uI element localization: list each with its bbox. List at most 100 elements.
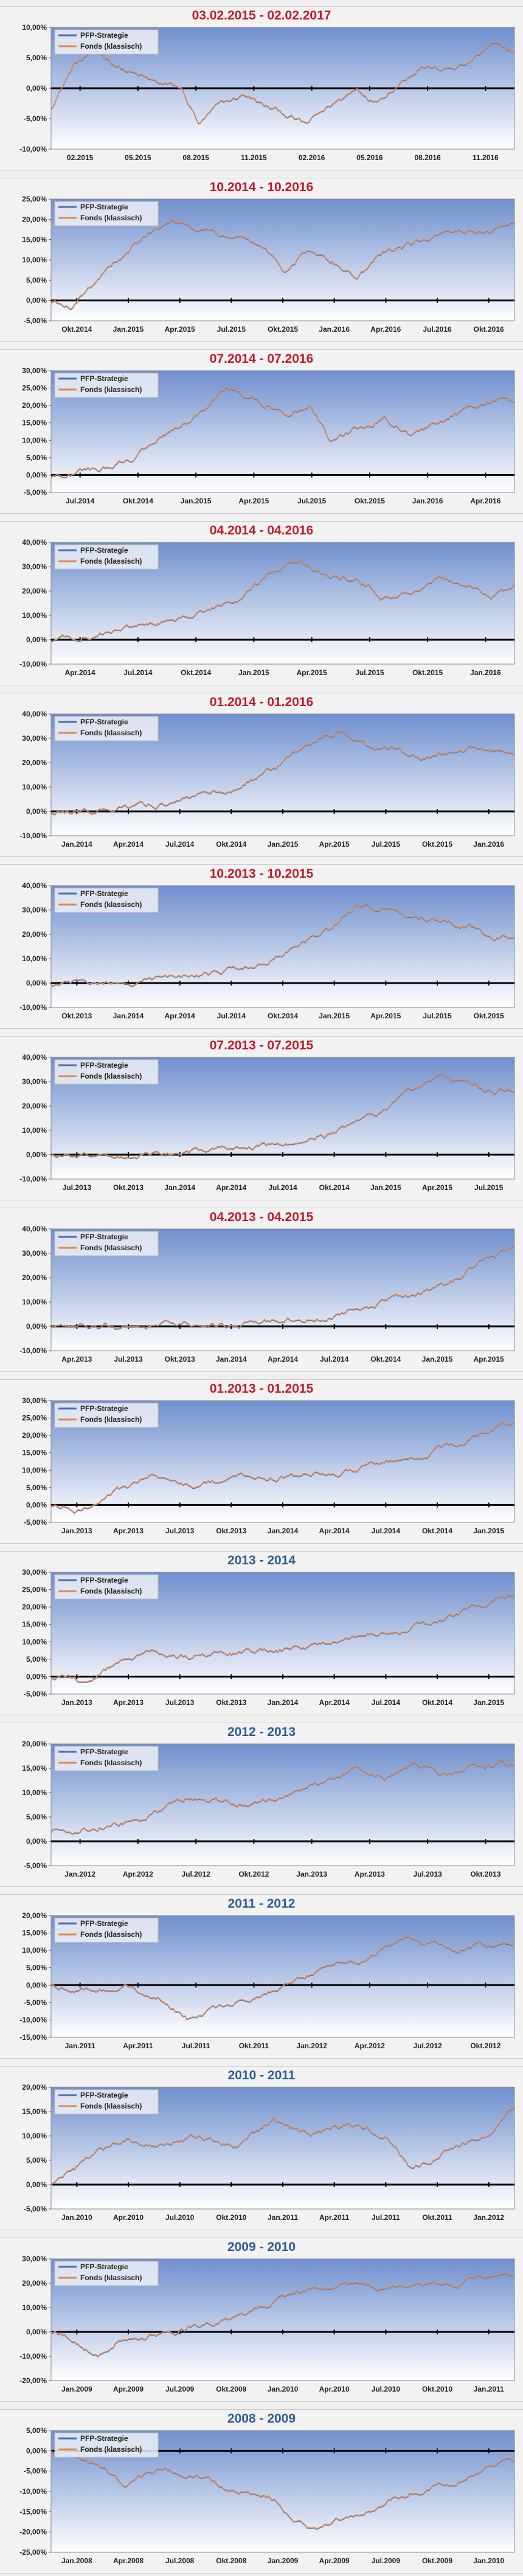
y-tick-label: -20,00% xyxy=(19,2528,47,2536)
series-pfp-strategie-line xyxy=(50,1246,514,1330)
y-tick-label: 40,00% xyxy=(22,1053,47,1062)
series-fonds-klassisch-line xyxy=(50,559,515,642)
chart-svg: 20,00% 15,00% 10,00% 5,00% 0,00% -5,00% -10,00… xyxy=(19,1911,515,2050)
x-tick-label: Jul.2013 xyxy=(63,1183,92,1192)
x-tick-label: Jan.2015 xyxy=(422,1355,453,1363)
x-tick-label: Okt.2015 xyxy=(412,668,443,677)
legend-box xyxy=(54,201,159,226)
chart-legend: PFP-Strategie Fonds (klassisch) xyxy=(54,2432,159,2458)
x-tick-label: Okt.2013 xyxy=(165,1355,195,1363)
x-tick-label: Jan.2015 xyxy=(181,497,212,505)
x-tick-label: 08.2015 xyxy=(182,153,209,162)
y-tick-label: 5,00% xyxy=(26,2426,47,2435)
y-tick-label: 20,00% xyxy=(22,1603,47,1611)
x-tick-label: Jan.2015 xyxy=(319,1012,350,1020)
x-tick-label: Apr.2014 xyxy=(319,1527,350,1535)
y-tick-label: 0,00% xyxy=(26,2446,47,2455)
x-tick-label: Jan.2011 xyxy=(65,2042,95,2050)
chart-svg: 40,00% 30,00% 20,00% 10,00% 0,00% -10,00% Apr.… xyxy=(19,538,515,677)
legend-box xyxy=(54,1917,159,1943)
x-tick-label: Jul.2014 xyxy=(123,668,153,677)
x-tick-label: Jan.2016 xyxy=(319,325,350,334)
x-tick-label: Jan.2015 xyxy=(473,1527,504,1535)
legend-label: PFP-Strategie xyxy=(80,203,128,211)
x-tick-label: Jan.2014 xyxy=(164,1183,195,1192)
x-tick-label: Jul.2014 xyxy=(165,840,195,849)
x-tick-label: Apr.2013 xyxy=(61,1355,92,1363)
y-tick-label: -5,00% xyxy=(24,1998,47,2007)
chart-panel: 07.2013 - 07.2015 40,00% 30,00% 20,00% 10,00… xyxy=(0,1036,523,1200)
chart-panel: 2010 - 2011 20,00% 15,00% 10,00% 5,00% 0,00% -… xyxy=(0,2066,523,2230)
x-tick-label: Jul.2010 xyxy=(165,2213,195,2222)
legend-label: Fonds (klassisch) xyxy=(80,1587,142,1595)
legend-box xyxy=(54,1746,159,1771)
y-tick-label: 5,00% xyxy=(26,54,47,62)
x-tick-label: Jul.2008 xyxy=(165,2557,195,2565)
chart-legend: PFP-Strategie Fonds (klassisch) xyxy=(54,1917,159,1943)
x-tick-label: Okt.2015 xyxy=(474,1012,504,1020)
chart-title: 2012 - 2013 xyxy=(227,1725,296,1739)
x-tick-label: Jan.2013 xyxy=(61,1527,92,1535)
legend-box xyxy=(54,1574,159,1600)
y-tick-label: 30,00% xyxy=(22,1077,47,1086)
y-tick-label: -25,00% xyxy=(19,2548,47,2557)
chart-svg: 40,00% 30,00% 20,00% 10,00% 0,00% -10,00% Apr.… xyxy=(19,1225,515,1363)
y-tick-label: 0,00% xyxy=(26,84,47,93)
x-tick-label: Jan.2008 xyxy=(61,2557,92,2565)
chart-title: 2011 - 2012 xyxy=(227,1897,296,1911)
x-tick-label: Apr.2008 xyxy=(113,2557,144,2565)
x-tick-label: Apr.2016 xyxy=(470,497,500,505)
y-tick-label: 40,00% xyxy=(22,881,47,890)
legend-label: Fonds (klassisch) xyxy=(80,1930,142,1939)
chart-legend: PFP-Strategie Fonds (klassisch) xyxy=(54,887,159,913)
x-tick-label: Jul.2012 xyxy=(181,1870,210,1878)
y-tick-label: 10,00% xyxy=(22,23,47,32)
x-tick-label: Okt.2014 xyxy=(123,497,153,505)
x-tick-label: Jan.2014 xyxy=(61,840,92,849)
x-tick-label: Jan.2009 xyxy=(61,2385,92,2393)
y-tick-label: 0,00% xyxy=(26,296,47,305)
x-tick-label: Okt.2010 xyxy=(422,2385,452,2393)
x-tick-label: Jul.2015 xyxy=(297,497,327,505)
y-tick-label: 20,00% xyxy=(22,1911,47,1920)
y-tick-label: 10,00% xyxy=(22,783,47,791)
x-tick-label: Okt.2014 xyxy=(181,668,211,677)
y-tick-label: 30,00% xyxy=(22,906,47,914)
y-tick-label: 0,00% xyxy=(26,807,47,816)
y-tick-label: 30,00% xyxy=(22,1568,47,1577)
chart-legend: PFP-Strategie Fonds (klassisch) xyxy=(54,1231,159,1256)
y-tick-label: 10,00% xyxy=(22,611,47,620)
legend-label: Fonds (klassisch) xyxy=(80,385,142,394)
x-tick-label: Okt.2014 xyxy=(370,1355,401,1363)
y-tick-label: 20,00% xyxy=(22,1740,47,1748)
series-fonds-klassisch-line xyxy=(50,1073,515,1159)
y-tick-label: -10,00% xyxy=(19,145,47,153)
x-tick-label: Jan.2015 xyxy=(268,840,299,849)
y-tick-label: 20,00% xyxy=(22,401,47,410)
y-tick-label: -10,00% xyxy=(19,1346,47,1355)
chart-panel: 10.2014 - 10.2016 25,00% 20,00% 15,00% 10,00… xyxy=(0,178,523,342)
legend-box xyxy=(54,373,159,398)
y-tick-label: 20,00% xyxy=(22,2083,47,2091)
legend-box xyxy=(54,2432,159,2458)
y-tick-label: 0,00% xyxy=(26,979,47,987)
x-tick-label: Okt.2014 xyxy=(216,840,246,849)
legend-label: Fonds (klassisch) xyxy=(80,2102,142,2110)
chart-legend: PFP-Strategie Fonds (klassisch) xyxy=(54,1746,159,1771)
y-tick-label: 10,00% xyxy=(22,1637,47,1646)
y-tick-label: 40,00% xyxy=(22,538,47,547)
legend-label: Fonds (klassisch) xyxy=(80,42,142,51)
y-tick-label: 15,00% xyxy=(22,1620,47,1629)
x-tick-label: Jul.2013 xyxy=(114,1355,143,1363)
legend-label: PFP-Strategie xyxy=(80,2434,128,2443)
chart-svg: 5,00% 0,00% -5,00% -10,00% -15,00% -20,00% -25… xyxy=(19,2426,515,2565)
legend-box xyxy=(54,1231,159,1256)
chart-legend: PFP-Strategie Fonds (klassisch) xyxy=(54,544,159,570)
x-tick-label: Apr.2011 xyxy=(123,2042,153,2050)
x-tick-label: Jul.2013 xyxy=(165,1698,195,1707)
chart-svg: 30,00% 25,00% 20,00% 15,00% 10,00% 5,00% 0,00%… xyxy=(22,1396,515,1535)
chart-panel: 04.2013 - 04.2015 40,00% 30,00% 20,00% 10,00… xyxy=(0,1208,523,1372)
y-tick-label: 15,00% xyxy=(22,1449,47,1457)
legend-label: PFP-Strategie xyxy=(80,1061,128,1069)
x-tick-label: 05.2016 xyxy=(356,153,383,162)
